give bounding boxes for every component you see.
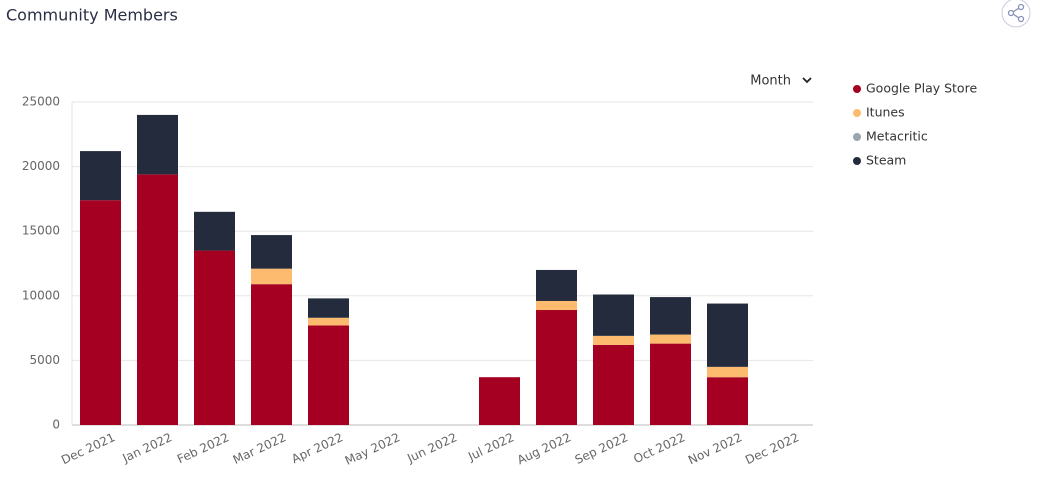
x-tick-label: Mar 2022 bbox=[231, 430, 289, 467]
legend-label[interactable]: Itunes bbox=[866, 105, 905, 120]
x-tick-label: Oct 2022 bbox=[631, 430, 687, 466]
y-tick-label: 0 bbox=[52, 418, 60, 432]
x-tick-label: Sep 2022 bbox=[573, 430, 631, 467]
bar-segment bbox=[194, 250, 235, 425]
x-tick-label: Nov 2022 bbox=[686, 430, 744, 467]
bar-segment bbox=[194, 211, 235, 251]
share-icon[interactable] bbox=[1007, 3, 1025, 23]
bar-segment bbox=[650, 334, 691, 344]
x-tick-label: Dec 2021 bbox=[59, 430, 117, 467]
legend-label[interactable]: Metacritic bbox=[866, 129, 928, 144]
y-tick-label: 10000 bbox=[22, 288, 60, 302]
x-tick-label: Jul 2022 bbox=[465, 430, 516, 464]
x-tick-label: May 2022 bbox=[343, 430, 403, 468]
bar-segment bbox=[251, 235, 292, 269]
y-tick-label: 25000 bbox=[22, 95, 60, 109]
bar-segment bbox=[536, 310, 577, 425]
share-button[interactable] bbox=[1001, 0, 1031, 28]
legend-marker[interactable] bbox=[853, 109, 861, 117]
period-dropdown[interactable]: Month bbox=[750, 74, 812, 89]
bar-segment bbox=[251, 284, 292, 425]
legend-label[interactable]: Google Play Store bbox=[866, 81, 977, 96]
dropdown-label[interactable]: Month bbox=[750, 74, 791, 89]
x-tick-label: Aug 2022 bbox=[515, 430, 573, 467]
dropdown-chevron[interactable] bbox=[802, 77, 812, 84]
legend-marker[interactable] bbox=[853, 85, 861, 93]
x-tick-label: Jun 2022 bbox=[404, 430, 459, 466]
y-tick-label: 5000 bbox=[29, 353, 60, 367]
bar-segment bbox=[707, 377, 748, 425]
y-tick-label: 15000 bbox=[22, 224, 60, 238]
legend-label[interactable]: Steam bbox=[866, 153, 906, 168]
bar-segment bbox=[308, 317, 349, 326]
bar-segment bbox=[707, 303, 748, 367]
x-tick-label: Dec 2022 bbox=[743, 430, 801, 467]
x-tick-label: Apr 2022 bbox=[289, 430, 345, 466]
x-tick-label: Jan 2022 bbox=[120, 430, 175, 465]
bar-segment bbox=[80, 200, 121, 425]
bar-segment bbox=[650, 343, 691, 425]
bar-segment bbox=[479, 377, 520, 425]
share-circle[interactable] bbox=[1001, 0, 1031, 28]
bar-segment bbox=[650, 297, 691, 335]
legend-marker[interactable] bbox=[853, 157, 861, 165]
bar-segment bbox=[137, 114, 178, 175]
bar-segment bbox=[707, 366, 748, 378]
bar-segment bbox=[137, 174, 178, 425]
bar-segment bbox=[593, 344, 634, 425]
x-tick-label: Feb 2022 bbox=[175, 430, 231, 466]
y-tick-label: 20000 bbox=[22, 159, 60, 173]
bar-segment bbox=[80, 151, 121, 201]
bar-segment bbox=[593, 335, 634, 345]
bar-segment bbox=[536, 300, 577, 311]
bar-segment bbox=[251, 268, 292, 285]
bar-segment bbox=[593, 294, 634, 336]
bar-segment bbox=[308, 298, 349, 318]
bar-segment bbox=[308, 325, 349, 425]
chart-title: Community Members bbox=[6, 6, 178, 25]
legend-marker[interactable] bbox=[853, 133, 861, 141]
bar-segment bbox=[536, 269, 577, 301]
